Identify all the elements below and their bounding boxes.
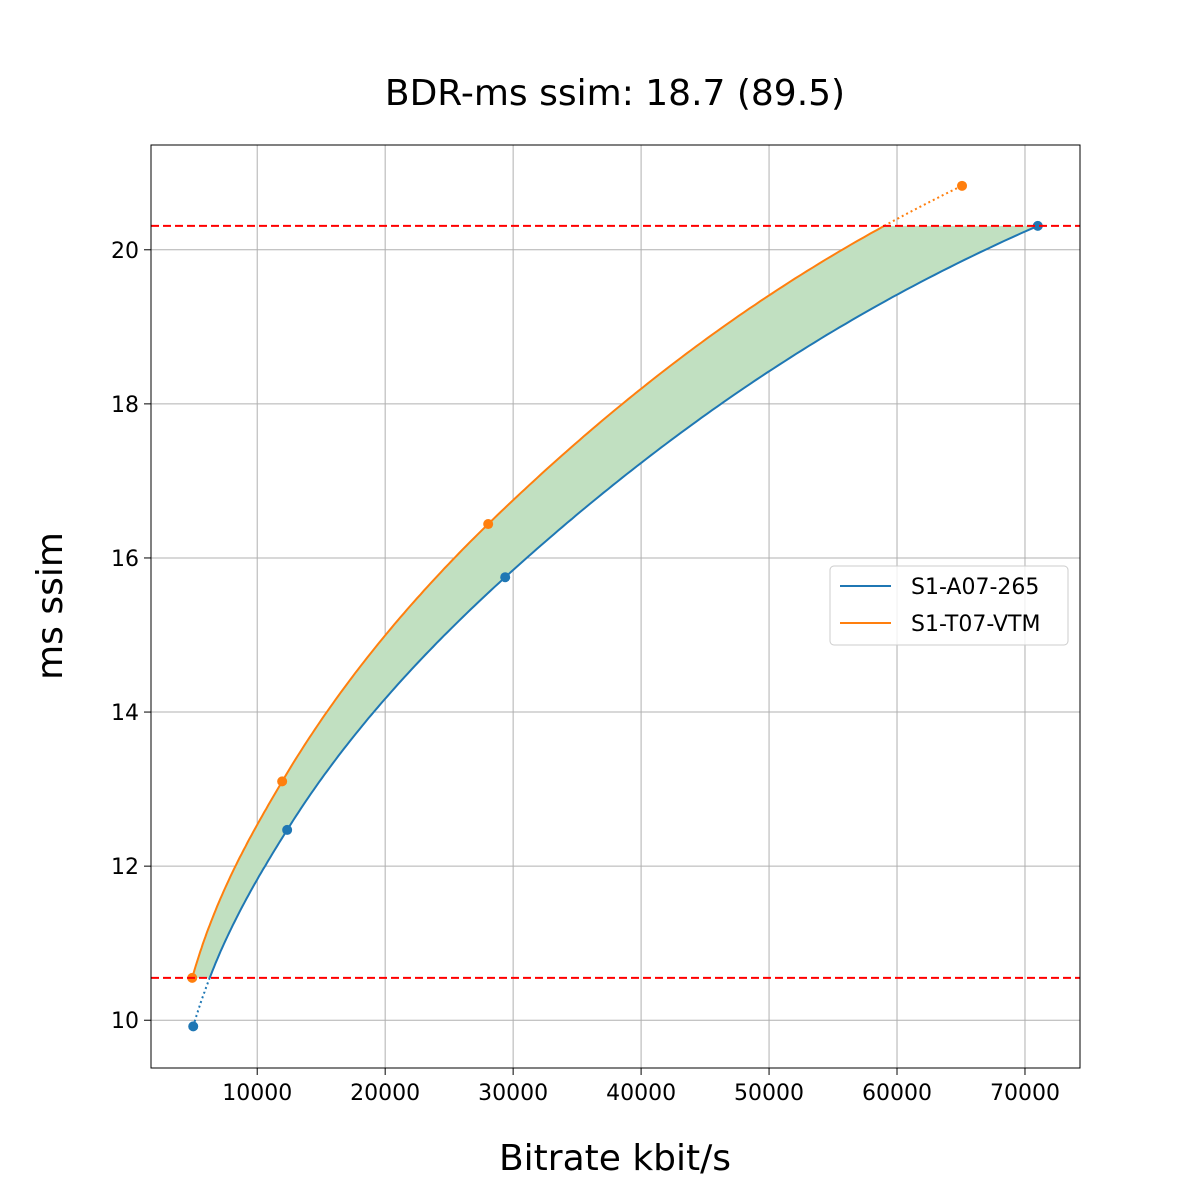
y-axis-label: ms ssim <box>30 532 71 680</box>
x-tick-label: 40000 <box>606 1081 676 1106</box>
x-tick-label: 20000 <box>350 1081 420 1106</box>
y-tick-label: 10 <box>111 1009 139 1034</box>
y-tick-label: 14 <box>111 701 139 726</box>
x-tick-label: 60000 <box>862 1081 932 1106</box>
legend: S1-A07-265 S1-T07-VTM <box>829 565 1069 646</box>
data-point <box>483 519 494 530</box>
x-tick-label: 70000 <box>990 1081 1060 1106</box>
data-point <box>188 1021 199 1032</box>
y-tick-label: 16 <box>111 547 139 572</box>
series-extrapolation-dotted <box>883 184 963 227</box>
x-axis-label: Bitrate kbit/s <box>499 1138 731 1179</box>
plot-frame <box>150 144 1081 1069</box>
x-tick-label: 50000 <box>734 1081 804 1106</box>
y-tick-label: 20 <box>111 239 139 264</box>
data-point <box>500 572 511 583</box>
y-tick-label: 12 <box>111 855 139 880</box>
data-point <box>277 776 288 787</box>
legend-label: S1-A07-265 <box>911 575 1039 600</box>
x-tick-label: 30000 <box>478 1081 548 1106</box>
data-point <box>282 824 293 835</box>
plot-area <box>151 180 1080 1032</box>
series-extrapolation-dotted <box>192 977 211 1027</box>
y-tick-label: 18 <box>111 393 139 418</box>
data-point <box>957 180 968 191</box>
series-line <box>191 225 885 979</box>
x-tick-label: 10000 <box>222 1081 292 1106</box>
ticks: 10000 20000 30000 40000 50000 60000 70000 10 12 1… <box>111 239 1060 1106</box>
legend-label: S1-T07-VTM <box>911 612 1040 637</box>
chart-title: BDR-ms ssim: 18.7 (89.5) <box>385 73 845 114</box>
data-point <box>1032 220 1043 231</box>
series-line <box>208 224 1039 979</box>
